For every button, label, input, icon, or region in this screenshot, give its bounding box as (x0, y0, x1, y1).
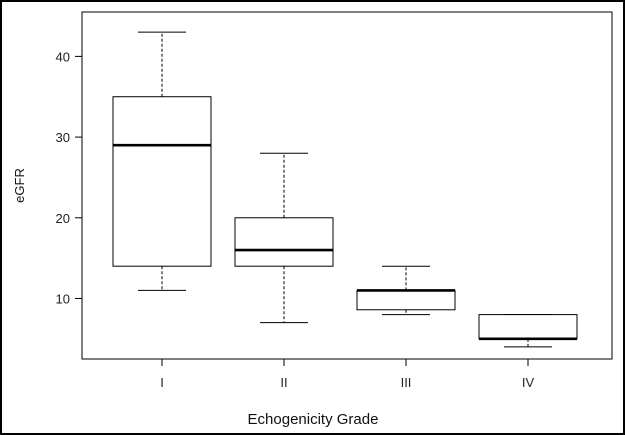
plot-border (81, 11, 613, 360)
iqr-box (112, 96, 212, 267)
iqr-box (356, 289, 456, 311)
iqr-box (234, 217, 334, 267)
y-axis-title: eGFR (12, 168, 27, 203)
x-axis-title: Echogenicity Grade (248, 411, 379, 428)
y-tick-label: 30 (56, 130, 70, 145)
box-group-III (356, 265, 456, 316)
plot-area (81, 11, 613, 360)
box-group-IV (478, 314, 578, 348)
x-tick-label: I (160, 375, 164, 390)
y-tick-label: 40 (56, 49, 70, 64)
x-tick-label: IV (522, 375, 535, 390)
iqr-box (478, 314, 578, 340)
x-axis: I II III IV (160, 359, 534, 390)
x-tick-label: II (280, 375, 287, 390)
box-group-II (234, 152, 334, 324)
box-group-I (112, 31, 212, 291)
y-axis: 10 20 30 40 (56, 49, 82, 306)
y-tick-label: 10 (56, 291, 70, 306)
x-tick-label: III (401, 375, 412, 390)
y-tick-label: 20 (56, 211, 70, 226)
